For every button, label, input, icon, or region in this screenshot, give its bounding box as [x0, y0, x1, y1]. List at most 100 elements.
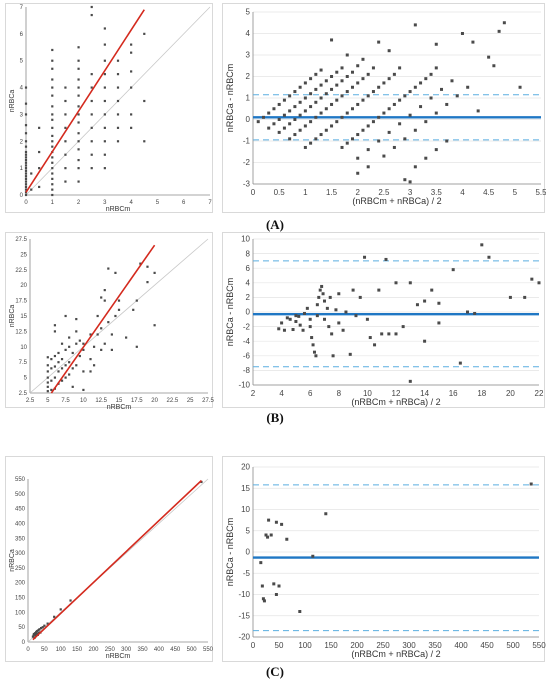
data-point [116, 126, 120, 129]
data-point [398, 66, 402, 70]
data-point [377, 288, 381, 292]
data-point [24, 161, 28, 164]
x-tick-label: 2.5 [378, 188, 390, 197]
data-point [314, 137, 318, 141]
data-point [77, 121, 80, 124]
data-point [335, 98, 339, 102]
data-point [344, 310, 348, 314]
x-tick-label: 10 [363, 389, 372, 398]
data-point [38, 167, 41, 170]
data-point [153, 324, 156, 327]
data-point [309, 77, 313, 81]
data-point [377, 115, 381, 119]
y-tick-label: 0 [246, 548, 251, 557]
x-tick-label: 16 [449, 389, 458, 398]
data-point [361, 128, 365, 132]
data-point [315, 303, 319, 307]
y-tick-label: 4 [246, 29, 251, 38]
data-point [51, 86, 54, 89]
data-point [96, 314, 99, 318]
data-point [110, 333, 113, 336]
data-point [345, 53, 349, 57]
data-point [46, 356, 49, 359]
data-point [90, 113, 93, 116]
data-point [302, 311, 306, 315]
data-point [24, 158, 28, 162]
y-tick-label: -1 [243, 137, 251, 146]
data-point [64, 180, 67, 183]
data-point [116, 86, 120, 89]
y-axis-label: nRBCa - nRBCm [225, 518, 235, 587]
data-point [312, 350, 316, 354]
data-point [24, 132, 28, 135]
data-point [100, 296, 103, 299]
y-tick-label: 27.5 [15, 237, 27, 243]
y-tick-label: 150 [15, 596, 26, 602]
data-point [77, 132, 80, 135]
data-point [324, 107, 328, 111]
data-point [282, 328, 286, 332]
data-point [103, 289, 106, 292]
y-tick-label: 2 [20, 139, 24, 145]
data-point [413, 23, 417, 27]
data-point [430, 288, 434, 292]
y-tick-label: -10 [238, 590, 250, 599]
data-point [71, 385, 74, 388]
data-point [455, 94, 459, 98]
data-point [69, 599, 72, 602]
x-tick-label: 3.5 [431, 188, 443, 197]
data-point [50, 367, 53, 370]
data-point [327, 325, 331, 329]
data-point [46, 385, 49, 388]
data-point [382, 81, 386, 85]
data-point [53, 324, 57, 327]
data-point [303, 96, 307, 100]
data-point [130, 51, 133, 54]
data-point [51, 48, 54, 52]
data-point [337, 292, 341, 296]
regression-line [25, 9, 145, 193]
data-point [57, 370, 60, 373]
data-point [261, 597, 265, 601]
data-point [282, 126, 286, 130]
data-point [303, 145, 307, 149]
x-tick-label: 50 [41, 647, 48, 653]
data-point [51, 161, 54, 164]
data-point [116, 99, 120, 103]
chart-b-bland: 2 4 6 8 10 12 14 16 18 20 22-10-8-6-4-20246810(nRB… [225, 235, 544, 407]
data-point [50, 388, 53, 392]
data-point [77, 148, 80, 151]
x-tick-label: 18 [477, 389, 486, 398]
x-tick-label: 20 [151, 398, 158, 404]
data-point [135, 299, 138, 302]
data-point [103, 99, 106, 103]
data-point [282, 113, 286, 117]
y-tick-label: 50 [18, 625, 25, 631]
x-tick-label: 100 [298, 641, 312, 650]
data-point [117, 299, 121, 302]
x-tick-label: 3 [103, 200, 107, 206]
data-point [529, 482, 533, 486]
identity-line [27, 478, 209, 643]
x-tick-label: 8 [337, 389, 342, 398]
x-tick-label: 1 [51, 200, 55, 206]
data-point [413, 128, 417, 132]
y-tick-label: 12.5 [15, 329, 27, 335]
data-point [508, 295, 512, 299]
y-tick-label: 100 [15, 610, 26, 616]
y-tick-label: -15 [238, 611, 250, 620]
data-point [24, 164, 28, 167]
x-axis-label: nRBCm [106, 206, 131, 213]
x-tick-label: 22 [535, 389, 544, 398]
data-point [331, 354, 335, 358]
data-point [24, 169, 28, 172]
data-point [537, 281, 541, 285]
y-tick-label: 550 [15, 477, 26, 483]
y-tick-label: 17.5 [15, 299, 27, 305]
data-point [24, 167, 28, 170]
data-point [103, 153, 106, 156]
x-tick-label: 15 [116, 398, 123, 404]
data-point [434, 148, 438, 152]
panel-a-bland: 0 0.5 1 1.5 2 2.5 3 3.5 4 4.5 5 5.5 -3 -2 -1 0 1 2 3 4 5 (nRB… [222, 3, 546, 213]
data-point [366, 72, 370, 76]
